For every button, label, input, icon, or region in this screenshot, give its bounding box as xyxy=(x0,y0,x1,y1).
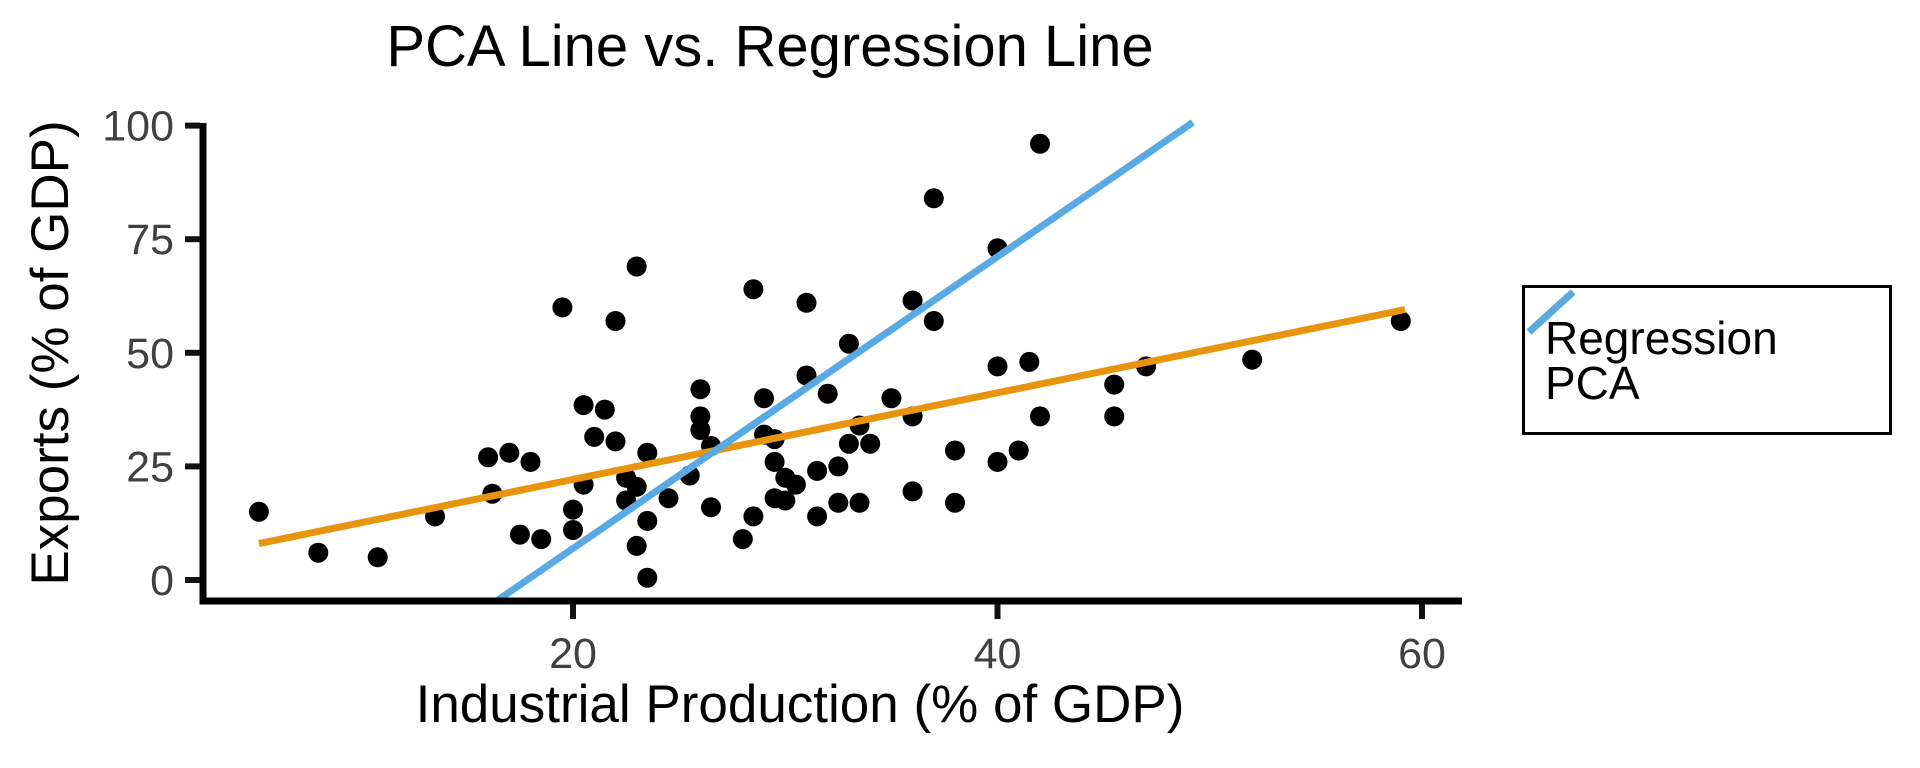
data-point xyxy=(828,456,849,477)
data-point xyxy=(626,256,647,277)
data-point xyxy=(902,290,923,311)
data-point xyxy=(1030,406,1050,427)
legend-item-regression: Regression xyxy=(1526,289,1889,364)
data-point xyxy=(658,488,679,509)
data-point xyxy=(945,492,965,513)
data-point xyxy=(1104,406,1125,427)
scatter-points xyxy=(248,133,1411,588)
y-tick-label: 75 xyxy=(126,216,174,264)
legend-item-pca: PCA xyxy=(1526,289,1889,409)
data-point xyxy=(807,460,828,481)
y-tick-label: 50 xyxy=(126,330,174,378)
data-point xyxy=(1030,133,1050,154)
data-point xyxy=(775,490,796,511)
data-point xyxy=(1242,349,1263,370)
data-point xyxy=(1104,374,1125,395)
chart-title: PCA Line vs. Regression Line xyxy=(386,14,1153,79)
x-axis-title: Industrial Production (% of GDP) xyxy=(416,675,1185,734)
data-point xyxy=(563,499,583,520)
data-point xyxy=(1019,351,1040,372)
data-point xyxy=(563,520,583,540)
data-point xyxy=(509,524,530,545)
data-point xyxy=(764,451,785,472)
data-point xyxy=(367,547,388,568)
data-point xyxy=(817,383,838,404)
data-point xyxy=(690,379,711,400)
fit-lines xyxy=(258,119,1406,604)
data-point xyxy=(637,442,658,463)
data-point xyxy=(743,279,764,300)
data-point xyxy=(754,388,774,409)
axes: 20 40 60 0 25 50 75 100 xyxy=(102,103,1462,678)
data-point xyxy=(478,447,499,468)
data-point xyxy=(796,292,817,313)
data-point xyxy=(923,188,944,209)
data-point xyxy=(584,426,605,447)
legend-label-regression: Regression xyxy=(1545,311,1778,364)
data-point xyxy=(531,529,552,550)
data-point xyxy=(605,431,626,452)
data-point xyxy=(552,297,573,318)
data-point xyxy=(594,399,615,420)
data-point xyxy=(626,535,647,556)
data-point xyxy=(248,501,269,522)
pca-line xyxy=(494,119,1195,604)
data-point xyxy=(828,492,849,513)
data-point xyxy=(1390,311,1411,331)
y-tick-label: 0 xyxy=(150,557,174,605)
data-point xyxy=(690,420,711,440)
y-tick-label: 25 xyxy=(126,443,174,491)
y-axis-title: Exports (% of GDP) xyxy=(21,120,80,585)
data-point xyxy=(849,492,870,513)
data-point xyxy=(499,442,520,463)
x-tick-label: 40 xyxy=(974,630,1022,678)
data-point xyxy=(838,333,859,354)
data-point xyxy=(881,388,902,409)
pca-line-key-icon xyxy=(1526,289,1576,335)
data-point xyxy=(945,440,965,461)
data-point xyxy=(987,356,1008,377)
data-point xyxy=(732,529,753,550)
data-point xyxy=(743,506,764,527)
data-point xyxy=(902,481,923,502)
data-point xyxy=(987,451,1008,472)
data-point xyxy=(923,311,944,331)
data-point xyxy=(1008,440,1029,461)
data-point xyxy=(626,476,647,497)
legend: Regression PCA xyxy=(1522,285,1892,435)
data-point xyxy=(807,506,828,527)
legend-label-pca: PCA xyxy=(1545,356,1640,409)
data-point xyxy=(637,510,658,531)
data-point xyxy=(701,497,721,518)
data-point xyxy=(573,395,594,416)
data-point xyxy=(637,567,658,588)
x-tick-label: 60 xyxy=(1398,630,1446,678)
x-tick-label: 20 xyxy=(549,630,597,678)
data-point xyxy=(605,311,626,331)
data-point xyxy=(838,433,859,454)
data-point xyxy=(520,451,541,472)
y-tick-label: 100 xyxy=(102,103,174,151)
regression-line xyxy=(258,306,1406,548)
data-point xyxy=(860,433,881,454)
data-point xyxy=(785,474,806,495)
data-point xyxy=(308,542,329,563)
